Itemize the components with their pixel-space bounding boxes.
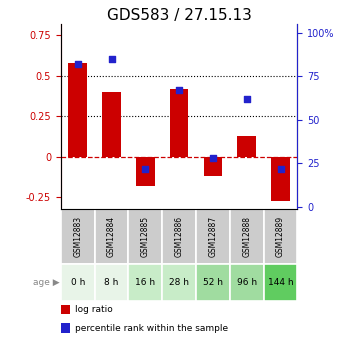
Bar: [102, 92, 121, 157]
Text: GSM12887: GSM12887: [209, 216, 217, 257]
Text: 16 h: 16 h: [135, 278, 155, 287]
Bar: [170, 89, 188, 157]
Bar: [95, 209, 128, 264]
Bar: [196, 209, 230, 264]
Text: GSM12885: GSM12885: [141, 216, 150, 257]
Point: [210, 156, 216, 161]
Text: GSM12888: GSM12888: [242, 216, 251, 257]
Bar: [203, 157, 222, 176]
Bar: [95, 264, 128, 301]
Bar: [230, 209, 264, 264]
Text: 8 h: 8 h: [104, 278, 119, 287]
Bar: [61, 209, 95, 264]
Point: [278, 166, 283, 171]
Point: [109, 56, 114, 62]
Text: 52 h: 52 h: [203, 278, 223, 287]
Point: [75, 61, 80, 67]
Text: GSM12884: GSM12884: [107, 216, 116, 257]
Bar: [128, 209, 162, 264]
Point: [244, 96, 249, 102]
Bar: [264, 264, 297, 301]
Text: GSM12883: GSM12883: [73, 216, 82, 257]
Bar: [61, 264, 95, 301]
Bar: [264, 209, 297, 264]
Text: 0 h: 0 h: [71, 278, 85, 287]
Bar: [196, 264, 230, 301]
Bar: [237, 136, 256, 157]
Text: age ▶: age ▶: [32, 278, 59, 287]
Bar: [61, 305, 70, 314]
Text: GSM12889: GSM12889: [276, 216, 285, 257]
Bar: [230, 264, 264, 301]
Text: 96 h: 96 h: [237, 278, 257, 287]
Bar: [61, 323, 70, 333]
Bar: [162, 264, 196, 301]
Text: 144 h: 144 h: [268, 278, 293, 287]
Point: [176, 88, 182, 93]
Title: GDS583 / 27.15.13: GDS583 / 27.15.13: [107, 8, 251, 23]
Text: percentile rank within the sample: percentile rank within the sample: [75, 324, 228, 333]
Bar: [128, 264, 162, 301]
Bar: [68, 63, 87, 157]
Text: GSM12886: GSM12886: [175, 216, 184, 257]
Bar: [162, 209, 196, 264]
Text: 28 h: 28 h: [169, 278, 189, 287]
Bar: [271, 157, 290, 201]
Bar: [136, 157, 154, 186]
Text: log ratio: log ratio: [75, 305, 113, 314]
Point: [143, 166, 148, 171]
